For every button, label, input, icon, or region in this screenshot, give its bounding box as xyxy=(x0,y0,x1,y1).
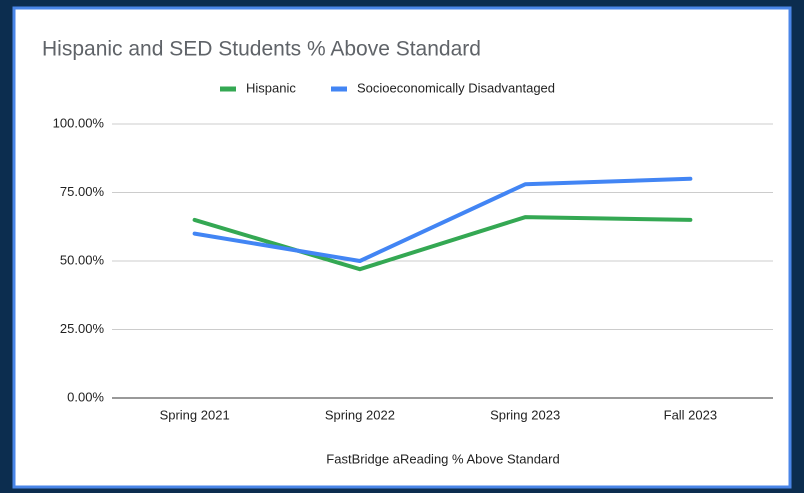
series-line xyxy=(192,176,693,263)
x-tick-label: Spring 2023 xyxy=(490,407,560,422)
y-tick-label: 75.00% xyxy=(60,184,105,199)
y-tick-label: 100.00% xyxy=(53,115,105,130)
y-tick-label: 50.00% xyxy=(60,252,105,267)
x-tick-label: Spring 2022 xyxy=(325,407,395,422)
chart-title: Hispanic and SED Students % Above Standa… xyxy=(42,38,481,61)
y-tick-label: 0.00% xyxy=(67,389,104,404)
chart-panel xyxy=(12,6,792,489)
x-tick-label: Spring 2021 xyxy=(160,407,230,422)
legend-label: Socioeconomically Disadvantaged xyxy=(357,80,555,95)
x-axis-title: FastBridge aReading % Above Standard xyxy=(326,451,559,466)
series-line xyxy=(192,215,693,272)
legend-label: Hispanic xyxy=(246,80,296,95)
y-tick-label: 25.00% xyxy=(60,321,105,336)
x-tick-label: Fall 2023 xyxy=(664,407,717,422)
